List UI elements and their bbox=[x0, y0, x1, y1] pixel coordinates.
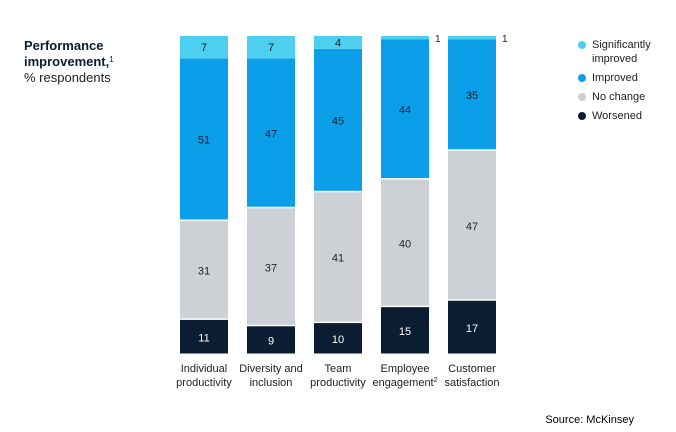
legend-label: Worsened bbox=[592, 110, 642, 122]
data-label: 41 bbox=[332, 253, 344, 265]
bar-segment bbox=[381, 307, 429, 354]
category-label-line: inclusion bbox=[250, 377, 293, 389]
data-label: 7 bbox=[268, 42, 274, 54]
data-label: 31 bbox=[198, 265, 210, 277]
bar-segment bbox=[247, 208, 295, 325]
chart-title-text: Performance improvement, bbox=[24, 38, 110, 69]
data-label: 7 bbox=[201, 42, 207, 54]
data-label: 10 bbox=[332, 334, 344, 346]
category-label: Employee engagement2 bbox=[372, 363, 437, 389]
category-label-line: Customer bbox=[448, 363, 496, 375]
bar-segment bbox=[247, 326, 295, 354]
bar-segment bbox=[314, 48, 362, 191]
category-label-line: productivity bbox=[310, 377, 366, 389]
category-label-line: satisfaction bbox=[444, 377, 499, 389]
category-label-line: Team bbox=[325, 363, 352, 375]
category-label-line: productivity bbox=[176, 377, 232, 389]
chart-subtitle: % respondents bbox=[24, 70, 111, 85]
data-label: 35 bbox=[466, 90, 478, 102]
bar-segment bbox=[247, 58, 295, 207]
category-label-line: Employee bbox=[381, 363, 430, 375]
data-label: 11 bbox=[198, 332, 209, 344]
legend-item-significantly-improved: Significantly improved bbox=[578, 38, 674, 66]
legend-swatch bbox=[578, 41, 586, 49]
legend-swatch bbox=[578, 112, 586, 120]
legend-swatch bbox=[578, 93, 586, 101]
bar-segment bbox=[314, 192, 362, 322]
data-label: 17 bbox=[466, 323, 478, 335]
legend-label: No change bbox=[592, 91, 646, 103]
data-label: 1 bbox=[435, 34, 441, 45]
bar-segment bbox=[247, 36, 295, 59]
legend-swatch bbox=[578, 74, 586, 82]
category-label-line: engagement2 bbox=[372, 377, 437, 389]
bar-segment bbox=[381, 39, 429, 179]
legend-item-no-change: No change bbox=[578, 90, 674, 104]
chart-title: Performance improvement,1 bbox=[24, 38, 164, 70]
data-label: 15 bbox=[399, 326, 411, 338]
bar-segment bbox=[180, 36, 228, 59]
category-footnote: 2 bbox=[434, 377, 438, 384]
chart-title-footnote: 1 bbox=[109, 55, 114, 64]
category-label: Diversity and inclusion bbox=[239, 363, 303, 389]
bar-segment bbox=[180, 319, 228, 354]
data-label: 44 bbox=[399, 104, 411, 116]
chart-legend: Significantly improved Improved No chang… bbox=[578, 38, 674, 128]
bar-segment bbox=[180, 221, 228, 319]
data-label: 45 bbox=[332, 116, 344, 128]
legend-label: Improved bbox=[592, 72, 638, 84]
chart-title-block: Performance improvement,1 % respondents bbox=[24, 38, 164, 86]
bar-segment bbox=[448, 300, 496, 354]
source-note: Source: McKinsey bbox=[545, 414, 634, 426]
category-label-line: Individual bbox=[181, 363, 227, 375]
bar-segment bbox=[314, 36, 362, 49]
bar-segment bbox=[448, 36, 496, 40]
data-label: 40 bbox=[399, 238, 411, 250]
legend-item-improved: Improved bbox=[578, 71, 674, 85]
bar-segment bbox=[448, 150, 496, 300]
legend-label: Significantly improved bbox=[592, 39, 651, 65]
data-label: 4 bbox=[335, 37, 341, 49]
legend-item-worsened: Worsened bbox=[578, 109, 674, 123]
data-label: 37 bbox=[265, 262, 277, 274]
data-label: 9 bbox=[268, 336, 274, 348]
data-label: 47 bbox=[466, 221, 478, 233]
data-label: 47 bbox=[265, 128, 277, 140]
bar-segment bbox=[180, 58, 228, 220]
category-label: Individual productivity bbox=[176, 363, 232, 389]
category-label: Team productivity bbox=[310, 363, 366, 389]
category-label: Customer satisfaction bbox=[444, 363, 499, 389]
bar-segment bbox=[448, 39, 496, 150]
bar-segment bbox=[314, 323, 362, 354]
category-label-line: Diversity and bbox=[239, 363, 303, 375]
data-label: 51 bbox=[198, 135, 210, 147]
bar-segment bbox=[381, 179, 429, 306]
data-label: 1 bbox=[502, 34, 508, 45]
bar-segment bbox=[381, 36, 429, 40]
